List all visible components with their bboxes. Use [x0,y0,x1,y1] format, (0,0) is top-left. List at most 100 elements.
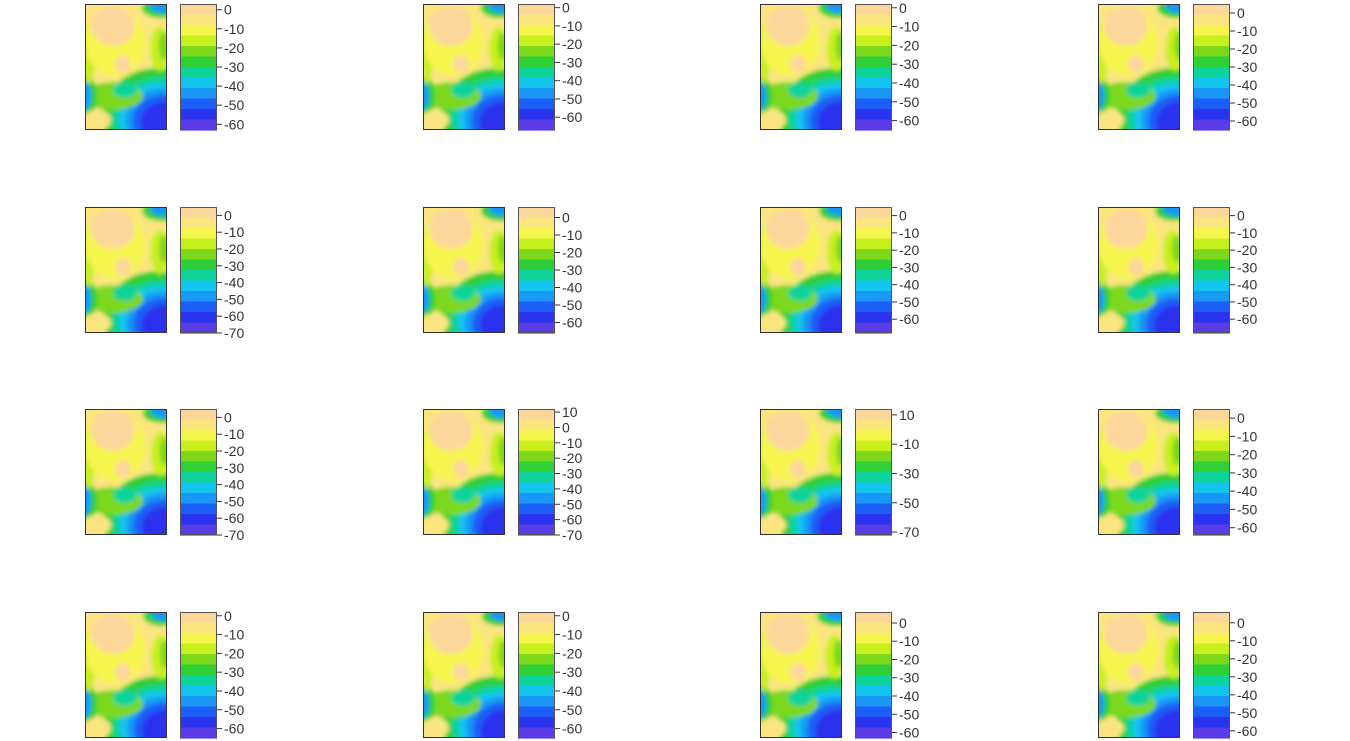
colorbar-tick-label: -50 [562,297,582,313]
heatmap-panel: 0 -10 -20 -30 -40 -50 -60 [423,608,582,739]
colorbar-tick-label: 0 [224,207,232,223]
colorbar-band [1193,109,1230,121]
colorbar-band [180,312,217,324]
colorbar-tick-label: -40 [224,683,244,699]
colorbar-tick-label: -50 [899,94,919,110]
colorbar: 0-10-20-30-40-50-60 [1193,207,1257,334]
colorbar-tick-label: -50 [224,493,244,509]
colorbar-band [1193,514,1230,526]
colorbar-tick-label: -50 [1237,294,1257,310]
colorbar-band [518,238,555,250]
colorbar-tick-label: -30 [562,262,582,278]
colorbar-band [855,419,892,431]
colorbar-tick-label: -50 [899,294,919,310]
colorbar-band [518,482,555,494]
heatmap-map [760,612,842,738]
colorbar-band [1193,322,1230,334]
colorbar-band [855,430,892,442]
colorbar-tick-label: -30 [899,465,919,481]
colorbar-tick-label: -30 [899,259,919,275]
colorbar-tick-label: 0 [1237,208,1245,224]
colorbar-band [855,270,892,282]
heatmap-map [423,4,505,130]
colorbar-band [1193,664,1230,676]
colorbar-band [518,35,555,47]
colorbar-band [180,291,217,303]
colorbar-band [855,482,892,494]
colorbar-band [518,706,555,718]
colorbar-tick-label: -60 [562,109,582,125]
colorbar-band [1193,717,1230,729]
colorbar-band [180,633,217,645]
colorbar-band [1193,67,1230,79]
colorbar-tick-label: -10 [899,436,919,452]
colorbar-band [1193,409,1230,421]
colorbar-band [1193,4,1230,16]
colorbar-tick-label: -30 [1237,59,1257,75]
colorbar-tick-label: 0 [899,208,907,224]
colorbar-band [518,696,555,708]
colorbar-band [180,280,217,292]
colorbar-band [855,14,892,26]
colorbar-tick-label: -10 [562,227,582,243]
colorbar-tick-label: -20 [562,36,582,52]
colorbar-band [1193,270,1230,282]
colorbar-band [855,291,892,303]
heatmap-map [85,4,167,130]
colorbar-band [1193,301,1230,313]
colorbar: 0-10-20-30-40-50-60 [855,0,919,131]
colorbar-band [518,440,555,452]
colorbar: 0-10-20-30-40-50-60 [518,207,582,334]
colorbar-tick-label: -50 [224,97,244,113]
colorbar-band [180,440,217,452]
colorbar-band [1193,88,1230,100]
colorbar-band [180,238,217,250]
colorbar-band [1193,622,1230,634]
colorbar-tick-label: -60 [1237,723,1257,739]
colorbar-band [1193,35,1230,47]
colorbar-band [518,249,555,261]
colorbar-band [518,727,555,739]
colorbar-band [1193,312,1230,324]
colorbar-tick-label: -40 [224,477,244,493]
colorbar-band [180,35,217,47]
colorbar-tick-label: -20 [899,37,919,53]
colorbar-band [855,35,892,47]
colorbar-tick-label: 10 [899,407,915,423]
colorbar-tick-label: -10 [224,21,244,37]
colorbar-band [180,46,217,58]
colorbar-tick-label: -40 [1237,483,1257,499]
colorbar-band [1193,440,1230,452]
colorbar-band [855,524,892,536]
colorbar-band [1193,98,1230,110]
colorbar-band [518,430,555,442]
colorbar-band [518,493,555,505]
colorbar-tick-label: 0 [224,409,232,425]
colorbar-band [180,482,217,494]
colorbar-tick-label: -30 [1237,259,1257,275]
colorbar-band [1193,207,1230,219]
colorbar-band [180,25,217,37]
colorbar-band [1193,217,1230,229]
colorbar-band [855,109,892,121]
colorbar-band [518,228,555,240]
colorbar-band [180,88,217,100]
colorbar-band [180,493,217,505]
heatmap-panel: 0 -10 -20 -30 -40 -50 -60 [760,0,919,131]
colorbar-band [180,622,217,634]
colorbar-band [180,514,217,526]
colorbar-band [1193,643,1230,655]
colorbar-band [855,238,892,250]
colorbar-band [1193,259,1230,271]
colorbar: 0-10-20-30-40-50-60-70 [180,409,244,543]
colorbar-band [180,430,217,442]
colorbar-tick-label: -10 [899,633,919,649]
colorbar: 0-10-20-30-40-50-60 [1193,612,1257,739]
colorbar-tick-label: -10 [1237,633,1257,649]
colorbar-band [518,25,555,37]
colorbar-band [180,56,217,68]
colorbar-band [180,664,217,676]
colorbar-band [855,503,892,515]
colorbar-band [855,654,892,666]
